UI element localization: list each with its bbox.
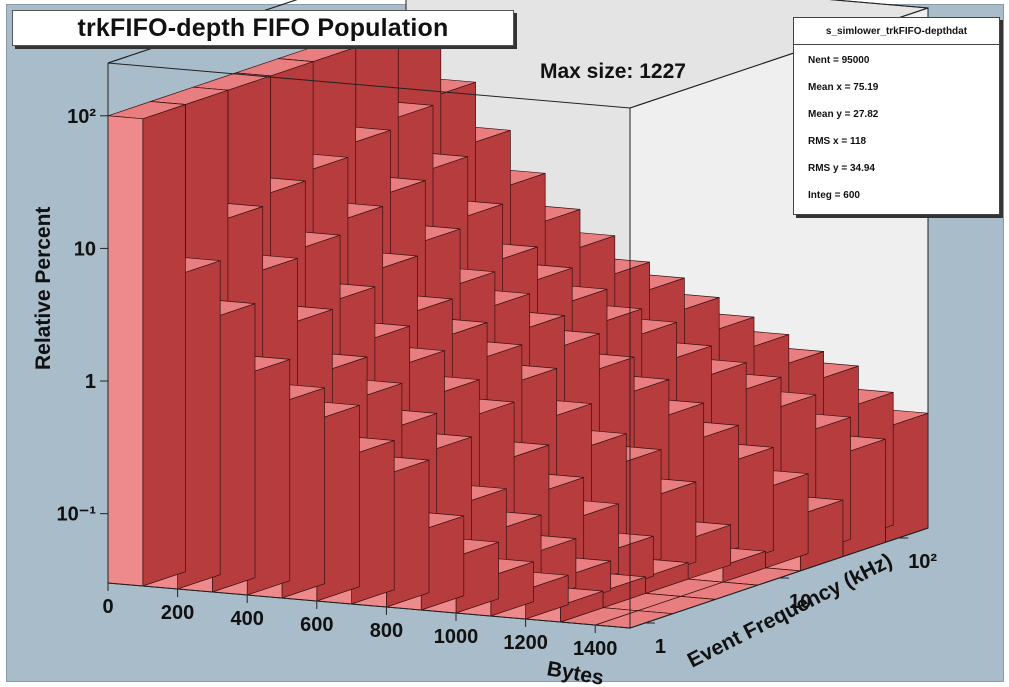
x-tick-label: 800 <box>370 620 403 642</box>
stats-rms-x: RMS x = 118 <box>808 136 867 147</box>
bar-group <box>107 15 929 629</box>
stats-mean-y: Mean y = 27.82 <box>808 109 879 120</box>
title-box: trkFIFO-depth FIFO Population <box>12 10 514 46</box>
z-tick-label: 1 <box>85 371 96 393</box>
stats-histogram-name: s_simlower_trkFIFO-depthdat <box>794 18 999 45</box>
y-tick-label: 10² <box>908 551 937 573</box>
z-tick-label: 10 <box>74 238 96 260</box>
z-tick-label: 10² <box>67 106 96 128</box>
front-box-lines <box>107 0 929 629</box>
x-axis-label: Bytes <box>545 657 605 687</box>
x-tick-label: 1000 <box>434 626 479 648</box>
top-box-edge <box>107 0 929 109</box>
x-tick-label: 1200 <box>503 632 548 654</box>
annotation-max-size: Max size: 1227 <box>540 60 686 83</box>
x-tick-label: 0 <box>102 596 113 618</box>
bar <box>107 101 186 587</box>
bar-side-face <box>142 104 186 587</box>
z-tick-label: 10⁻¹ <box>57 504 97 526</box>
x-tick-label: 600 <box>300 614 333 636</box>
stats-integ: Integ = 600 <box>808 190 860 201</box>
x-tick-label: 200 <box>161 602 194 624</box>
x-tick-label: 1400 <box>573 638 618 660</box>
x-tick-label: 400 <box>231 608 264 630</box>
z-axis-label: Relative Percent <box>32 207 55 370</box>
statistics-box: s_simlower_trkFIFO-depthdat Nent = 95000… <box>793 17 1000 215</box>
chart-title: trkFIFO-depth FIFO Population <box>77 13 449 42</box>
stats-nent: Nent = 95000 <box>808 55 870 66</box>
y-tick-label: 10 <box>789 591 811 613</box>
stats-mean-x: Mean x = 75.19 <box>808 82 879 93</box>
y-tick-label: 1 <box>655 636 666 658</box>
stats-rms-y: RMS y = 34.94 <box>808 163 875 174</box>
bar-front-face <box>107 115 144 587</box>
base-edge <box>107 527 929 629</box>
